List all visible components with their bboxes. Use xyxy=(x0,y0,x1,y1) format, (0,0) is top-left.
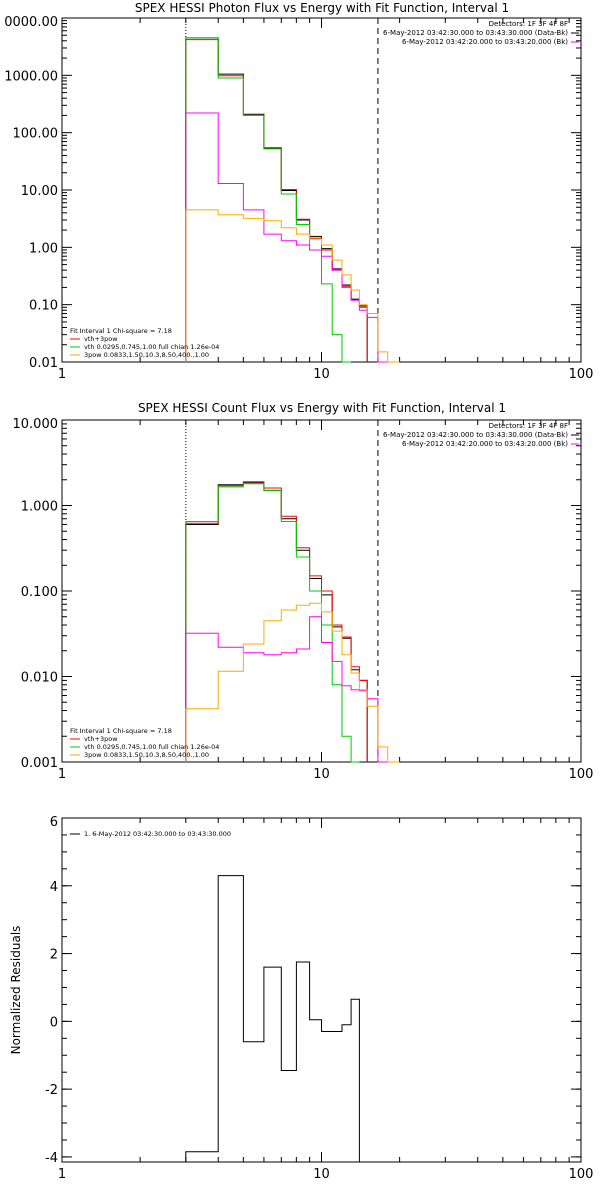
y-tick-label: 0.001 xyxy=(21,756,58,771)
legend-vth: vth 0.0295,0.745,1.00 full chian 1.26e-0… xyxy=(84,743,219,751)
count-flux-panel: SPEX HESSI Count Flux vs Energy with Fit… xyxy=(13,401,594,782)
y-tick-label: 1.00 xyxy=(29,241,58,256)
plot-frame xyxy=(61,17,582,363)
chart-title: SPEX HESSI Count Flux vs Energy with Fit… xyxy=(138,401,506,415)
legend-detectors: Detectors: 1F 3F 4F 8F xyxy=(489,422,568,430)
legend-top-right: Detectors: 1F 3F 4F 8F 6-May-2012 03:42:… xyxy=(383,422,579,448)
x-tick-labels: 1 10 100 xyxy=(58,367,594,382)
series-line-0 xyxy=(185,37,368,362)
y-tick-label: 0.100 xyxy=(21,585,58,600)
legend-detectors: Detectors: 1F 3F 4F 8F xyxy=(489,20,568,28)
x-tick-label: 1 xyxy=(58,1167,66,1182)
series-line-4 xyxy=(185,209,400,363)
legend-fit-interval: Fit Interval 1 Chi-square = 7.18 xyxy=(70,327,172,335)
legend-bk: 6-May-2012 03:42:20.000 to 03:43:20.000 … xyxy=(402,38,568,46)
x-tick-label: 10 xyxy=(313,767,330,782)
y-tick-label: 1000.00 xyxy=(4,69,58,84)
legend-3pow: 3pow 0.0833,1.50,10.3,8.50,400.,1.00 xyxy=(84,751,209,759)
series-line-2 xyxy=(185,483,360,763)
legend-data-bk: 6-May-2012 03:42:30.000 to 03:43:30.000 … xyxy=(383,29,568,37)
series-lines xyxy=(185,37,400,363)
x-tick-labels: 1 10 100 xyxy=(58,1167,594,1182)
series-line-4 xyxy=(185,602,400,763)
legend: 1. 6-May-2012 03:42:30.000 to 03:43:30.0… xyxy=(70,830,231,838)
y-tick-label: 0.10 xyxy=(29,299,58,314)
legend-bottom-left: Fit Interval 1 Chi-square = 7.18 vth+3po… xyxy=(70,727,219,759)
y-tick-label: 0.01 xyxy=(29,356,58,371)
legend-fit-interval: Fit Interval 1 Chi-square = 7.18 xyxy=(70,727,172,735)
chart-title: SPEX HESSI Photon Flux vs Energy with Fi… xyxy=(135,1,509,15)
legend-total-fit: vth+3pow xyxy=(84,735,118,743)
y-tick-label: 1.000 xyxy=(21,500,58,515)
y-tick-label: 100.00 xyxy=(13,127,59,142)
x-tick-label: 1 xyxy=(58,367,66,382)
y-tick-label: 10.000 xyxy=(13,417,59,432)
y-tick-label: 2 xyxy=(50,948,58,963)
legend-bk: 6-May-2012 03:42:20.000 to 03:43:20.000 … xyxy=(402,440,568,448)
legend-entry: 1. 6-May-2012 03:42:30.000 to 03:43:30.0… xyxy=(84,830,231,838)
legend-vth: vth 0.0295,0.745,1.00 full chian 1.26e-0… xyxy=(84,343,219,351)
plot-frame xyxy=(61,817,582,1163)
y-tick-label: 4 xyxy=(50,880,58,895)
y-tick-label: 0.010 xyxy=(21,671,58,686)
y-tick-labels: 0.001 0.010 0.100 1.000 10.000 xyxy=(13,417,59,771)
y-tick-label: 6 xyxy=(50,815,58,830)
legend-top-right: Detectors: 1F 3F 4F 8F 6-May-2012 03:42:… xyxy=(383,20,579,46)
y-tick-labels: 0.01 0.10 1.00 10.00 100.00 1000.00 0000.00 xyxy=(4,15,58,371)
y-tick-label: 0 xyxy=(50,1015,58,1030)
legend-3pow: 3pow 0.0833,1.50,10.3,8.50,400.,1.00 xyxy=(84,351,209,359)
y-tick-label: 10.00 xyxy=(21,184,58,199)
series-line-0 xyxy=(185,875,360,1162)
residuals-panel: 1 10 100 -4 -2 0 2 4 6 Normalized Residuals 1. … xyxy=(9,815,593,1182)
series-line-1 xyxy=(185,39,368,362)
series-line-2 xyxy=(185,37,352,363)
series-lines xyxy=(185,875,360,1162)
y-tick-label: -4 xyxy=(45,1151,58,1166)
x-tick-label: 10 xyxy=(313,367,330,382)
fit-range-markers xyxy=(185,420,379,762)
series-line-3 xyxy=(185,112,388,363)
y-axis-label: Normalized Residuals xyxy=(9,926,23,1055)
axes-ticks xyxy=(61,817,582,1162)
y-tick-label: -2 xyxy=(45,1083,58,1098)
y-tick-label: 0000.00 xyxy=(4,15,58,30)
axes-ticks xyxy=(61,17,582,363)
x-tick-label: 1 xyxy=(58,767,66,782)
x-tick-label: 10 xyxy=(313,1167,330,1182)
x-tick-label: 100 xyxy=(569,367,594,382)
x-tick-label: 100 xyxy=(569,767,594,782)
photon-flux-panel: SPEX HESSI Photon Flux vs Energy with Fi… xyxy=(4,1,593,382)
series-line-0 xyxy=(185,482,368,762)
legend-bottom-left: Fit Interval 1 Chi-square = 7.18 vth+3po… xyxy=(70,327,219,359)
series-line-3 xyxy=(185,616,388,763)
axes-ticks xyxy=(61,419,582,763)
y-tick-labels: -4 -2 0 2 4 6 xyxy=(45,815,58,1166)
legend-data-bk: 6-May-2012 03:42:30.000 to 03:43:30.000 … xyxy=(383,431,568,439)
series-line-1 xyxy=(185,481,368,762)
x-tick-labels: 1 10 100 xyxy=(58,767,594,782)
x-tick-label: 100 xyxy=(569,1167,594,1182)
series-lines xyxy=(185,481,400,763)
legend-total-fit: vth+3pow xyxy=(84,335,118,343)
